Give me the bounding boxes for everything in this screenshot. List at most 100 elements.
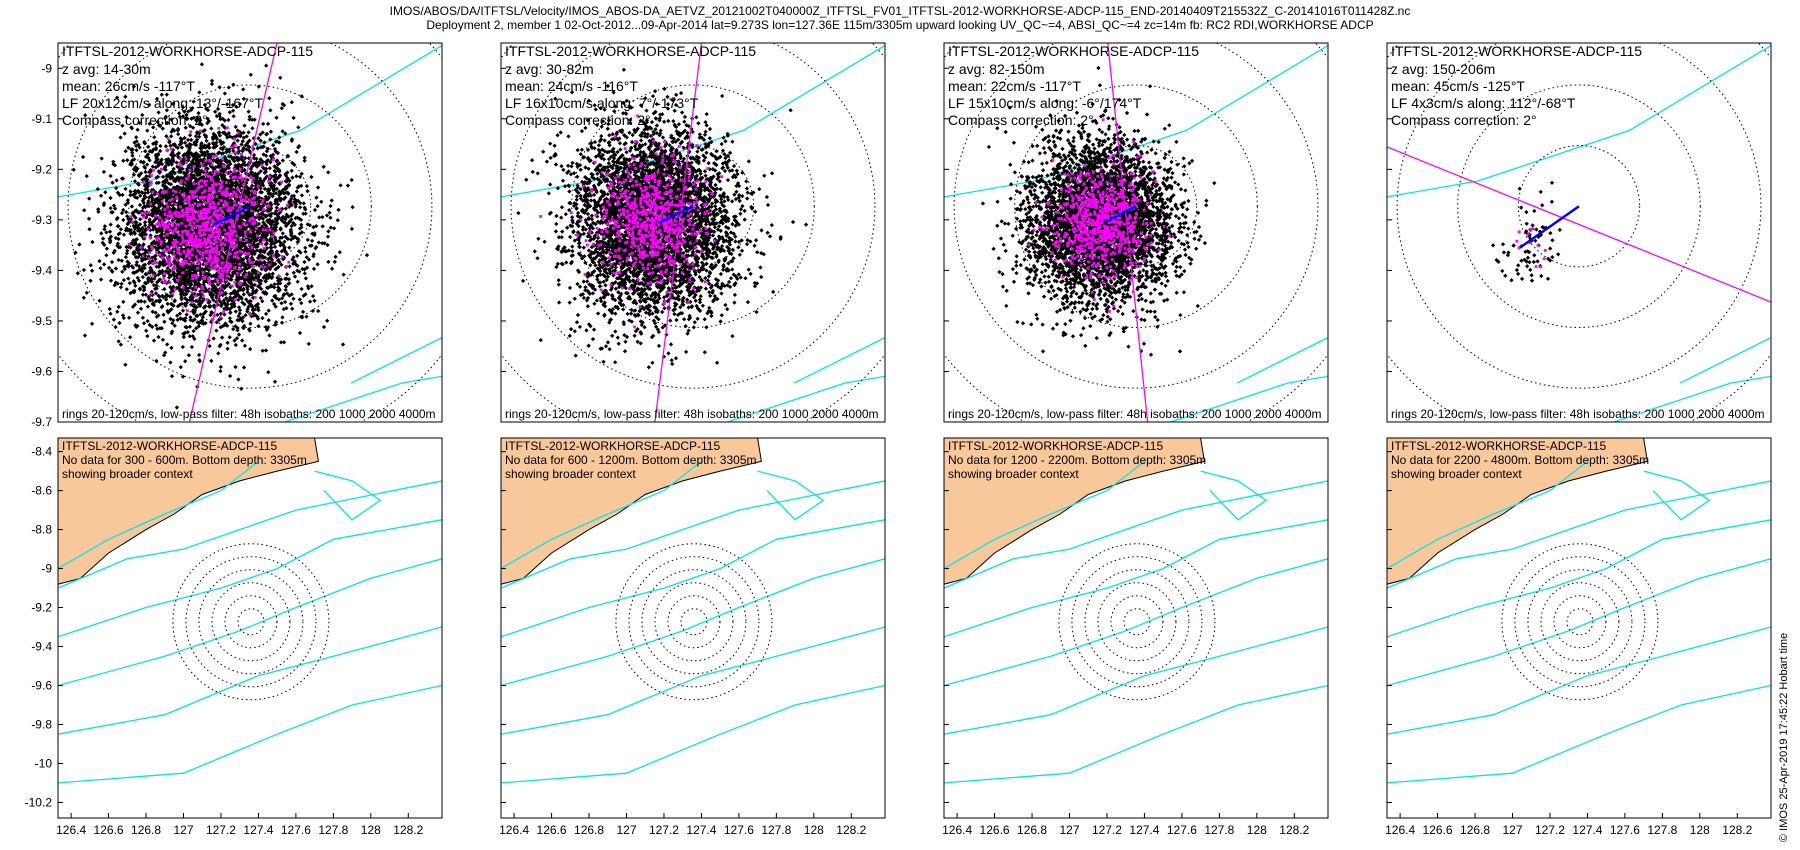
velocity-point bbox=[264, 162, 269, 167]
velocity-point bbox=[148, 268, 153, 274]
velocity-point bbox=[108, 234, 114, 239]
velocity-point bbox=[290, 306, 295, 311]
velocity-point bbox=[164, 177, 169, 183]
velocity-point bbox=[255, 242, 261, 247]
velocity-point bbox=[340, 342, 346, 347]
velocity-point bbox=[81, 267, 87, 273]
velocity-point bbox=[289, 292, 294, 297]
velocity-point bbox=[224, 307, 230, 312]
velocity-point bbox=[322, 241, 327, 246]
speed-ring bbox=[128, 84, 372, 329]
velocity-point bbox=[238, 163, 244, 168]
velocity-point bbox=[288, 237, 294, 242]
velocity-point bbox=[274, 115, 279, 120]
velocity-point bbox=[349, 226, 355, 232]
velocity-point bbox=[202, 102, 208, 108]
velocity-point bbox=[305, 237, 310, 243]
velocity-point bbox=[236, 332, 242, 337]
velocity-point bbox=[266, 308, 271, 313]
velocity-point bbox=[193, 167, 198, 172]
velocity-point bbox=[125, 198, 130, 203]
velocity-point bbox=[174, 187, 179, 192]
velocity-point bbox=[219, 302, 224, 308]
velocity-point bbox=[188, 317, 193, 323]
velocity-point bbox=[278, 235, 283, 240]
velocity-point bbox=[128, 245, 133, 250]
velocity-point bbox=[270, 263, 276, 268]
velocity-point bbox=[155, 247, 160, 253]
velocity-point bbox=[146, 277, 151, 283]
velocity-point bbox=[156, 293, 161, 298]
velocity-point bbox=[267, 166, 272, 171]
velocity-point bbox=[116, 339, 121, 344]
velocity-point bbox=[155, 326, 160, 332]
velocity-point bbox=[162, 165, 168, 170]
velocity-point bbox=[303, 245, 308, 250]
velocity-point bbox=[178, 316, 183, 321]
velocity-point bbox=[219, 335, 225, 340]
velocity-point bbox=[202, 150, 207, 155]
velocity-point bbox=[287, 245, 292, 250]
velocity-point bbox=[156, 151, 161, 157]
velocity-point bbox=[232, 338, 237, 343]
velocity-point bbox=[299, 94, 304, 99]
velocity-point bbox=[224, 157, 229, 162]
velocity-point bbox=[309, 284, 314, 289]
velocity-point bbox=[224, 149, 229, 155]
velocity-point bbox=[151, 147, 156, 152]
velocity-point bbox=[124, 251, 130, 256]
velocity-point bbox=[130, 210, 136, 216]
velocity-point bbox=[239, 142, 244, 147]
velocity-point bbox=[182, 318, 188, 323]
velocity-point bbox=[307, 223, 312, 228]
velocity-point bbox=[140, 256, 145, 262]
velocity-point bbox=[145, 304, 151, 309]
velocity-point bbox=[287, 264, 292, 269]
velocity-point bbox=[249, 117, 255, 122]
velocity-point bbox=[236, 377, 241, 382]
velocity-point bbox=[118, 342, 124, 347]
velocity-point bbox=[224, 283, 230, 289]
velocity-point bbox=[338, 183, 343, 188]
velocity-point bbox=[218, 325, 223, 330]
velocity-point bbox=[197, 134, 202, 139]
velocity-point bbox=[262, 176, 268, 181]
velocity-point bbox=[261, 121, 266, 127]
velocity-point bbox=[199, 62, 205, 67]
velocity-point bbox=[180, 308, 186, 313]
velocity-point bbox=[246, 148, 252, 153]
velocity-point bbox=[241, 292, 246, 297]
velocity-point bbox=[197, 303, 203, 309]
velocity-point bbox=[289, 217, 294, 222]
velocity-point bbox=[263, 324, 269, 330]
velocity-point bbox=[320, 214, 325, 220]
velocity-point bbox=[116, 236, 121, 242]
velocity-point bbox=[283, 284, 289, 289]
velocity-point bbox=[159, 212, 164, 217]
velocity-point bbox=[176, 111, 182, 116]
velocity-point bbox=[217, 138, 223, 143]
velocity-point bbox=[299, 193, 305, 198]
velocity-point bbox=[211, 131, 216, 137]
velocity-point bbox=[148, 169, 153, 175]
velocity-point bbox=[133, 240, 138, 245]
velocity-point bbox=[216, 351, 221, 356]
velocity-point bbox=[232, 259, 237, 264]
velocity-point bbox=[123, 202, 128, 207]
velocity-point bbox=[277, 161, 282, 166]
velocity-point bbox=[177, 114, 183, 119]
velocity-point bbox=[263, 169, 269, 174]
velocity-point bbox=[121, 299, 126, 305]
velocity-point bbox=[257, 278, 262, 283]
velocity-point bbox=[279, 262, 284, 267]
velocity-point bbox=[328, 203, 333, 209]
speed-ring bbox=[67, 43, 433, 389]
velocity-point bbox=[277, 140, 282, 145]
velocity-point bbox=[172, 299, 177, 304]
velocity-point bbox=[213, 285, 218, 290]
velocity-point bbox=[283, 249, 288, 254]
velocity-point bbox=[163, 297, 169, 302]
velocity-point bbox=[114, 185, 119, 191]
velocity-point bbox=[325, 242, 330, 248]
